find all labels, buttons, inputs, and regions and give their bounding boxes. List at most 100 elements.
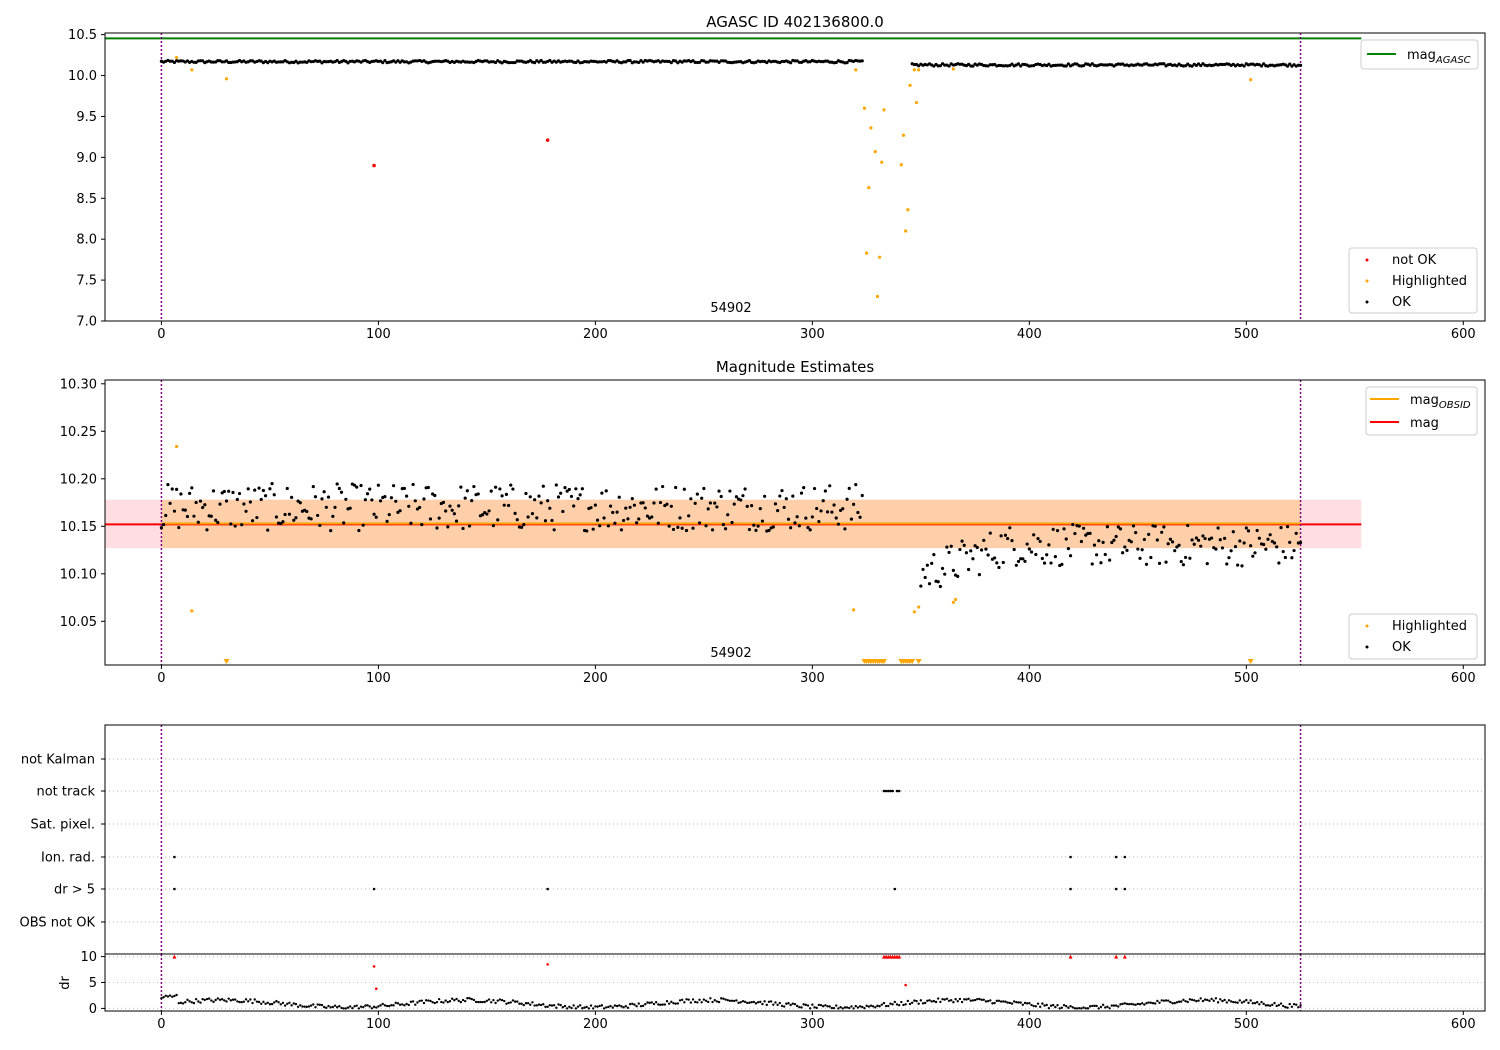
agasc-ytick-label: 9.5	[76, 110, 97, 125]
ok-point	[615, 510, 619, 514]
dr-point	[249, 998, 252, 1001]
dr-point	[210, 999, 213, 1002]
dr-point	[516, 1000, 519, 1003]
ok-point	[608, 504, 613, 508]
dr-xtick-label: 200	[583, 1017, 608, 1032]
ok-point	[1136, 547, 1140, 551]
highlighted-point	[912, 68, 916, 72]
ok-point	[600, 491, 604, 495]
dr-point	[457, 999, 460, 1003]
dr-point	[420, 999, 423, 1002]
ok-point	[1144, 562, 1149, 566]
ok-point	[847, 486, 851, 490]
dr-point	[240, 1001, 243, 1004]
dr-point	[709, 997, 712, 1000]
dr-point	[331, 1005, 335, 1009]
dr-point	[1095, 1004, 1098, 1008]
dr-point	[698, 998, 701, 1001]
ok-point	[1170, 540, 1175, 544]
ok-point	[1047, 543, 1051, 547]
dr-point	[520, 1002, 523, 1005]
dr-point	[897, 1003, 901, 1007]
dr-point	[487, 998, 491, 1001]
dr-point	[845, 1006, 849, 1009]
estimates-line-legend: magOBSID mag	[1365, 386, 1478, 436]
ok-point	[1183, 64, 1188, 68]
ok-point	[856, 510, 860, 515]
dr-point	[1182, 998, 1185, 1002]
ok-point	[988, 531, 992, 535]
ok-point	[1264, 547, 1268, 551]
dr-point	[301, 1005, 304, 1008]
dr-point	[1175, 1001, 1179, 1004]
ok-point	[224, 499, 229, 503]
ok-point	[849, 517, 854, 521]
dr-point	[585, 1005, 588, 1009]
ok-point	[1081, 526, 1086, 530]
ok-point	[311, 484, 315, 489]
dr-point	[915, 999, 918, 1003]
dr-point	[628, 1002, 632, 1006]
ok-point	[706, 507, 710, 511]
ok-point	[1129, 540, 1133, 544]
dr-point	[689, 1001, 693, 1004]
ok-point	[363, 498, 367, 502]
ok-point	[771, 525, 775, 529]
dr-point	[370, 1007, 374, 1010]
ok-point	[739, 498, 743, 502]
dr-point	[1184, 1000, 1187, 1003]
not-ok-point	[545, 138, 550, 142]
ok-point	[815, 506, 819, 511]
ok-point	[246, 487, 250, 491]
ok-point	[947, 64, 951, 68]
ok-point	[628, 505, 632, 509]
dr-point	[1008, 1001, 1012, 1005]
dr-point	[1058, 1007, 1061, 1010]
ok-point	[1027, 547, 1031, 551]
dr-point	[1093, 1004, 1096, 1008]
ok-point	[1149, 555, 1153, 560]
dr-point	[1247, 1001, 1250, 1005]
dr-point	[867, 1005, 870, 1008]
legend-highlighted-label: Highlighted	[1392, 274, 1467, 289]
ok-point	[789, 61, 793, 65]
ok-point	[1051, 527, 1055, 531]
ok-point	[1233, 545, 1238, 549]
dr-point	[316, 1003, 319, 1006]
dr-point	[283, 1004, 287, 1007]
ok-point	[359, 483, 363, 488]
dr-point	[917, 1002, 920, 1005]
ok-point	[342, 521, 346, 525]
dr-point	[852, 1007, 855, 1010]
ok-point	[624, 506, 628, 510]
ok-point	[836, 522, 840, 526]
dr-point	[583, 1006, 586, 1009]
ok-point	[506, 503, 511, 508]
dr-point	[279, 1003, 282, 1006]
ok-point	[1040, 556, 1044, 561]
ok-point	[747, 59, 752, 63]
dr-point	[1216, 1001, 1220, 1004]
dr-point	[950, 999, 953, 1002]
ok-point	[1010, 539, 1014, 543]
agasc-points-legend: not OK Highlighted OK	[1348, 247, 1478, 314]
dr-point	[1136, 1002, 1140, 1006]
dr-xtick-label: 600	[1451, 1017, 1476, 1032]
agasc-line-legend: magAGASC	[1360, 39, 1479, 70]
ok-point	[457, 504, 461, 508]
legend-mag-agasc-label: magAGASC	[1407, 48, 1471, 66]
dr-point	[470, 997, 473, 1001]
dr-point	[1199, 997, 1202, 1000]
ok-point	[687, 514, 691, 518]
estimates-ytick-label: 10.25	[60, 425, 97, 440]
flag-point	[891, 789, 894, 793]
legend-mag-obsid-label: magOBSID	[1410, 393, 1471, 411]
dr-point	[641, 1004, 645, 1008]
ok-point	[511, 487, 515, 491]
dr-point	[997, 999, 1001, 1002]
ok-point	[630, 497, 634, 501]
ok-point	[940, 566, 945, 571]
dr-point	[162, 996, 165, 999]
ok-point	[378, 499, 383, 503]
dr-point	[991, 1002, 994, 1005]
